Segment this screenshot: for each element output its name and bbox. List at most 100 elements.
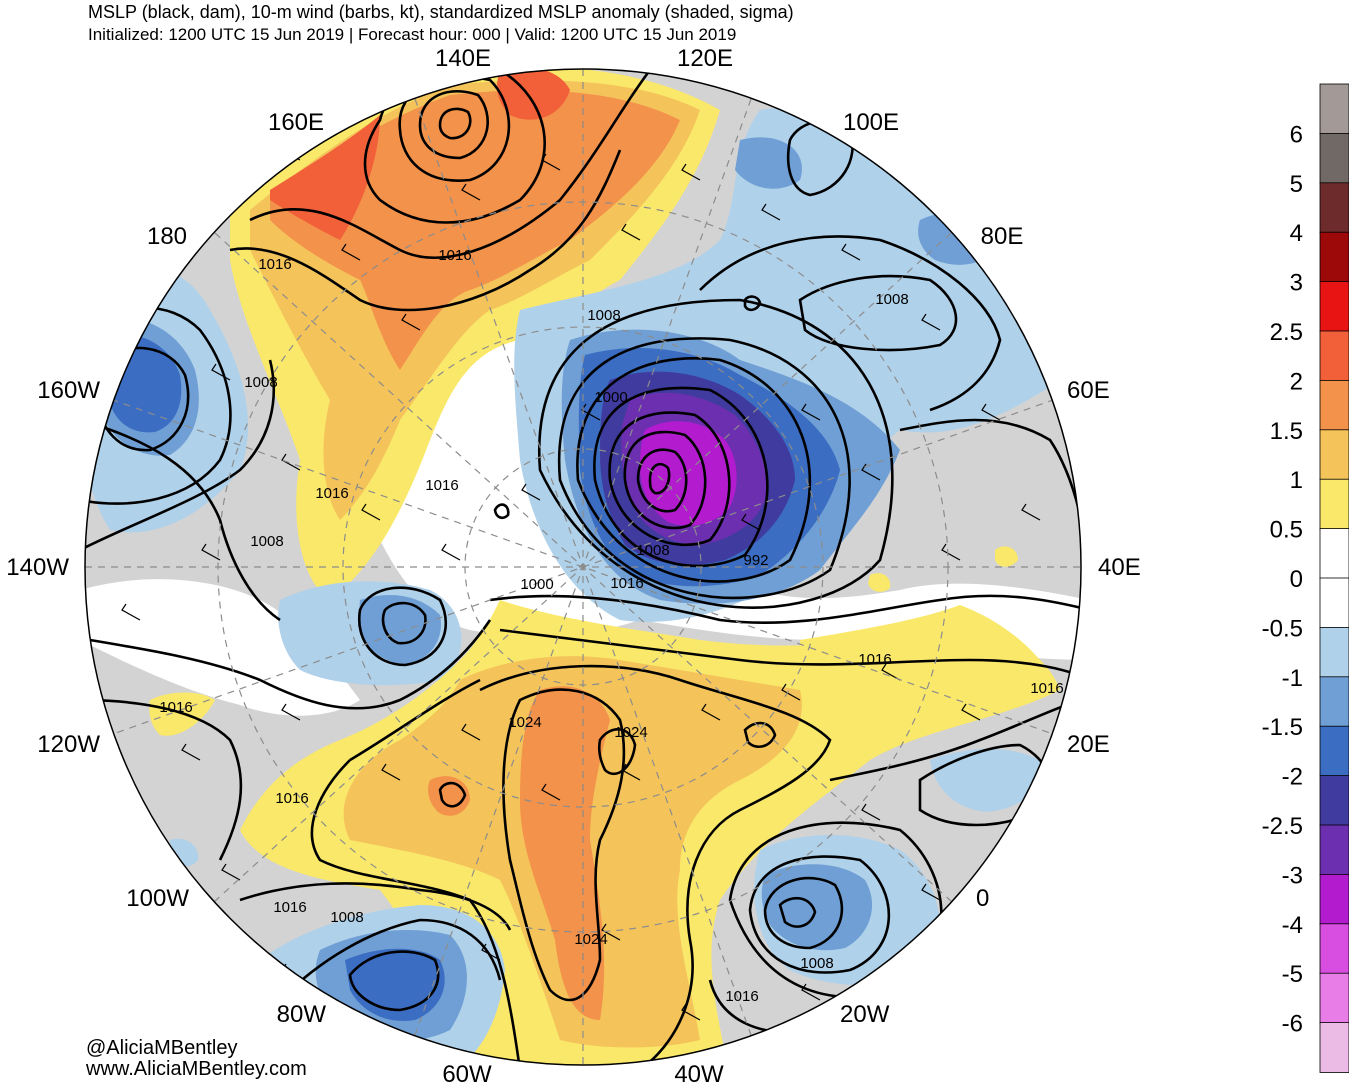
isobar [381, 601, 427, 645]
credit-handle: @AliciaMBentley [86, 1037, 238, 1059]
longitude-labels: 140E 120E 160E 100E 180 80E 160W 60E 140W 40E 120W… [6, 45, 1140, 1086]
wind-barb [181, 743, 201, 761]
anomaly-greenland-pos3 [520, 686, 610, 1020]
isobar [699, 235, 1002, 412]
isobar [96, 346, 190, 452]
wind-barb [621, 223, 641, 241]
longitude-label: 40E [1098, 554, 1141, 581]
isobar-label: 1008 [636, 542, 669, 559]
wind-barb [861, 803, 881, 821]
wind-barb [841, 243, 861, 261]
wind-barb [781, 683, 801, 701]
isobar [418, 90, 489, 160]
colorbar-segment [1319, 330, 1349, 382]
anomaly-europe-spot [995, 546, 1018, 567]
latitude-circle [342, 326, 824, 808]
isobar-label: 1008 [244, 374, 277, 391]
colorbar-label: 4 [1290, 220, 1303, 247]
isobar-label: 1024 [508, 714, 541, 731]
wind-barb [981, 403, 1001, 421]
wind-barb [621, 763, 641, 781]
colorbar-segment [1319, 429, 1349, 481]
colorbar-segment [1319, 132, 1349, 184]
isobar [593, 386, 769, 568]
graticule [85, 69, 1081, 1065]
colorbar-label: 0.5 [1270, 517, 1303, 544]
wind-barb [741, 513, 761, 531]
wind-barb [921, 313, 941, 331]
isobar [648, 463, 671, 495]
longitude-label: 20W [840, 1001, 890, 1028]
wind-barb [681, 1003, 701, 1021]
isobar [778, 897, 817, 928]
isobar-label: 1016 [275, 790, 308, 807]
anomaly-atlantic-low-2 [761, 864, 873, 951]
credit-website: www.AliciaMBentley.com [86, 1058, 307, 1080]
anomaly-arctic-low-6 [640, 421, 737, 526]
isobar [85, 418, 281, 622]
wind-barb [521, 483, 541, 501]
longitude-label: 40W [674, 1061, 724, 1086]
colorbar-label: -4 [1282, 912, 1303, 939]
isobar [489, 594, 1081, 625]
colorbar-segment [1319, 231, 1349, 283]
longitude-label: 60W [442, 1061, 492, 1086]
isobar-label: 1008 [330, 909, 363, 926]
colorbar-label: 5 [1290, 171, 1303, 198]
isobar [748, 855, 891, 974]
longitude-label: 140E [435, 45, 491, 72]
isobar-labels: 1016 1016 1008 1008 1008 1000 1016 1016 1008 1008… [159, 247, 1063, 1005]
chart-title: MSLP (black, dam), 10-m wind (barbs, kt)… [88, 2, 794, 22]
colorbar-segment [1319, 478, 1349, 530]
wind-barb [921, 883, 941, 901]
colorbar-label: -6 [1282, 1011, 1303, 1038]
longitude-label: 0 [976, 885, 989, 912]
isobar-label: 992 [743, 552, 768, 569]
wind-barb [541, 153, 561, 171]
colorbar-segment [1319, 824, 1349, 876]
colorbar-segment [1319, 627, 1349, 678]
colorbar: 6 5 4 3 2.5 2 1.5 1 0.5 0 -0.5 -1 -1.5 -2 -2.5 -3 -4 -5 -6 [1262, 83, 1349, 1073]
wind-barb [281, 453, 301, 471]
isobar [85, 359, 276, 552]
isobar-label: 1024 [614, 724, 647, 741]
anomaly-alaska-low-2 [358, 595, 441, 665]
colorbar-label: -0.5 [1262, 615, 1303, 642]
longitude-label: 120E [677, 45, 733, 72]
longitude-label: 140W [6, 554, 69, 581]
anomaly-europe-pos1 [800, 605, 1055, 740]
isobar-label: 1000 [520, 576, 553, 593]
wind-barb [441, 543, 461, 561]
isobar [357, 586, 448, 667]
colorbar-label: -1.5 [1262, 714, 1303, 741]
wind-barb [761, 203, 781, 221]
longitude-label: 160W [37, 377, 100, 404]
isobar-label: 1016 [159, 699, 192, 716]
colorbar-segment [1319, 577, 1349, 629]
colorbar-label: 6 [1290, 121, 1303, 148]
isobar [493, 503, 510, 520]
colorbar-segment [1319, 972, 1349, 1024]
wind-barb [861, 463, 881, 481]
anomaly-barents-low [735, 137, 802, 189]
colorbar-segment [1319, 379, 1349, 431]
longitude-label: 80W [277, 1001, 327, 1028]
isobar-label: 1008 [800, 955, 833, 972]
colorbar-label: 1 [1290, 467, 1303, 494]
wind-barb [581, 403, 601, 421]
colorbar-label: 2.5 [1270, 319, 1303, 346]
meridian [98, 394, 1068, 740]
wind-barb [361, 503, 381, 521]
isobar [829, 698, 1081, 782]
wind-barb [211, 363, 231, 381]
isobar [798, 274, 958, 352]
colorbar-label: 3 [1290, 270, 1303, 297]
wind-barb [281, 143, 301, 161]
wind-barb [801, 983, 821, 1001]
isobar [502, 688, 626, 1002]
wind-barb [961, 703, 981, 721]
isobar-label: 1008 [250, 533, 283, 550]
anomaly-scand-spot [868, 573, 891, 592]
wind-barb [801, 403, 821, 421]
